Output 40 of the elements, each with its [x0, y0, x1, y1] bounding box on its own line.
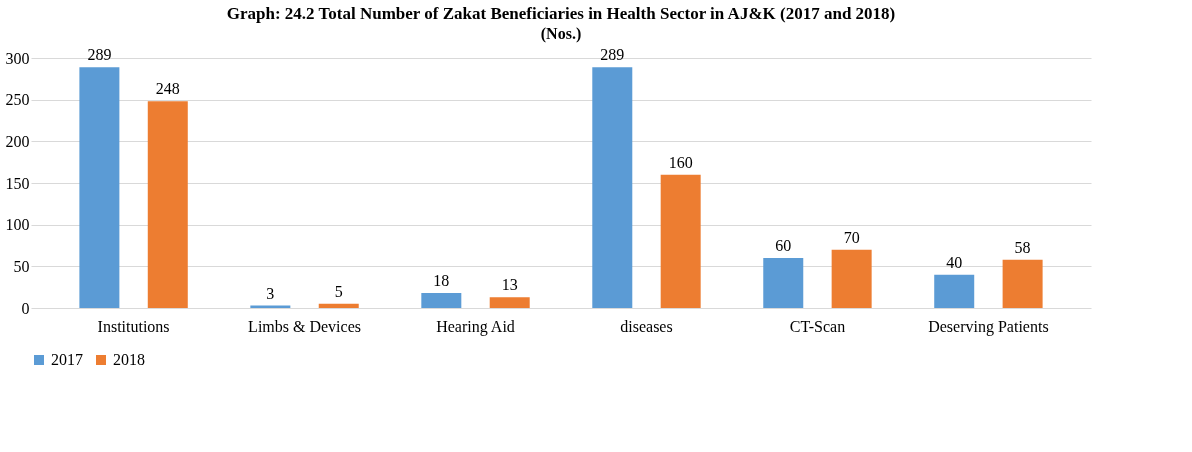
data-label: 40 — [946, 253, 963, 271]
bar — [831, 249, 872, 308]
y-tick-label: 100 — [5, 216, 30, 234]
bar — [1002, 259, 1043, 308]
data-label: 5 — [334, 282, 343, 300]
x-tick-label: Deserving Patients — [928, 317, 1049, 336]
x-tick-label: Institutions — [97, 317, 170, 335]
data-label: 18 — [433, 272, 450, 289]
y-tick-label: 250 — [5, 91, 30, 109]
data-label: 289 — [600, 46, 625, 64]
bar — [934, 274, 975, 308]
bar — [592, 67, 633, 308]
x-tick-label: Limbs & Devices — [248, 317, 361, 335]
data-label: 3 — [266, 284, 275, 302]
bar — [763, 258, 804, 308]
data-label: 289 — [87, 46, 112, 64]
bar — [147, 101, 188, 308]
data-label: 60 — [775, 237, 792, 254]
bar — [489, 297, 530, 308]
chart-subtitle: (Nos.) — [540, 25, 582, 44]
data-label: 70 — [843, 228, 860, 246]
data-label: 248 — [155, 80, 180, 98]
y-tick-label: 200 — [5, 132, 30, 150]
x-tick-label: Hearing Aid — [436, 317, 515, 336]
data-label: 13 — [501, 276, 518, 294]
y-tick-label: 300 — [5, 49, 30, 67]
data-label: 58 — [1014, 238, 1031, 256]
bar — [421, 293, 462, 308]
y-tick-label: 150 — [5, 174, 30, 192]
x-tick-label: CT-Scan — [789, 317, 846, 335]
bar — [318, 303, 359, 308]
bar — [660, 174, 701, 308]
legend-label: 2018 — [113, 351, 145, 368]
chart-title: Graph: 24.2 Total Number of Zakat Beneficiaries in Health Sector in AJ&K (2017 and 2018) — [226, 4, 896, 24]
y-tick-label: 0 — [21, 299, 30, 317]
legend-label: 2017 — [51, 351, 83, 368]
x-tick-label: diseases — [620, 317, 673, 335]
y-tick-label: 50 — [13, 257, 30, 275]
bar — [79, 67, 120, 308]
data-label: 160 — [668, 153, 693, 171]
